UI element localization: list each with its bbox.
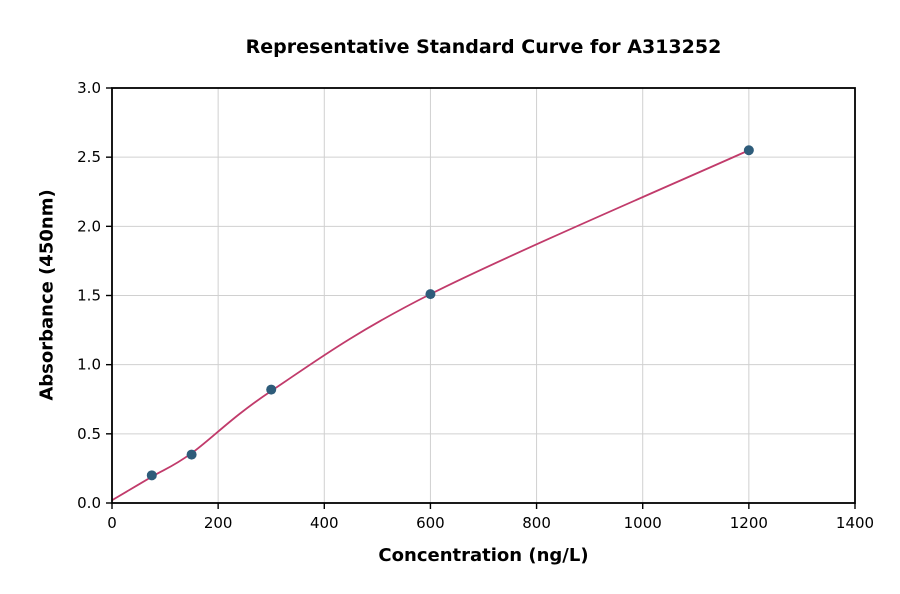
y-tick-label: 3.0 [77,79,101,97]
x-axis-label: Concentration (ng/L) [378,545,589,566]
x-tick-label: 1000 [624,514,662,532]
data-point [146,470,157,481]
data-point [425,289,436,300]
data-point [266,384,277,395]
y-tick-label: 1.5 [77,287,101,305]
x-tick-label: 200 [204,514,233,532]
y-tick-label: 2.0 [77,217,101,235]
y-tick-label: 1.0 [77,356,101,374]
data-point [186,449,197,460]
chart-title: Representative Standard Curve for A31325… [245,36,722,58]
data-point [743,145,754,156]
y-tick-label: 0.0 [77,494,101,512]
x-tick-label: 0 [107,514,117,532]
y-axis-label: Absorbance (450nm) [36,189,58,401]
x-tick-label: 800 [522,514,551,532]
x-tick-label: 600 [416,514,445,532]
y-tick-label: 2.5 [77,148,101,166]
x-tick-label: 1400 [836,514,874,532]
x-tick-label: 400 [310,514,339,532]
plot-border [111,87,856,504]
y-tick-label: 0.5 [77,425,101,443]
x-tick-label: 1200 [730,514,768,532]
